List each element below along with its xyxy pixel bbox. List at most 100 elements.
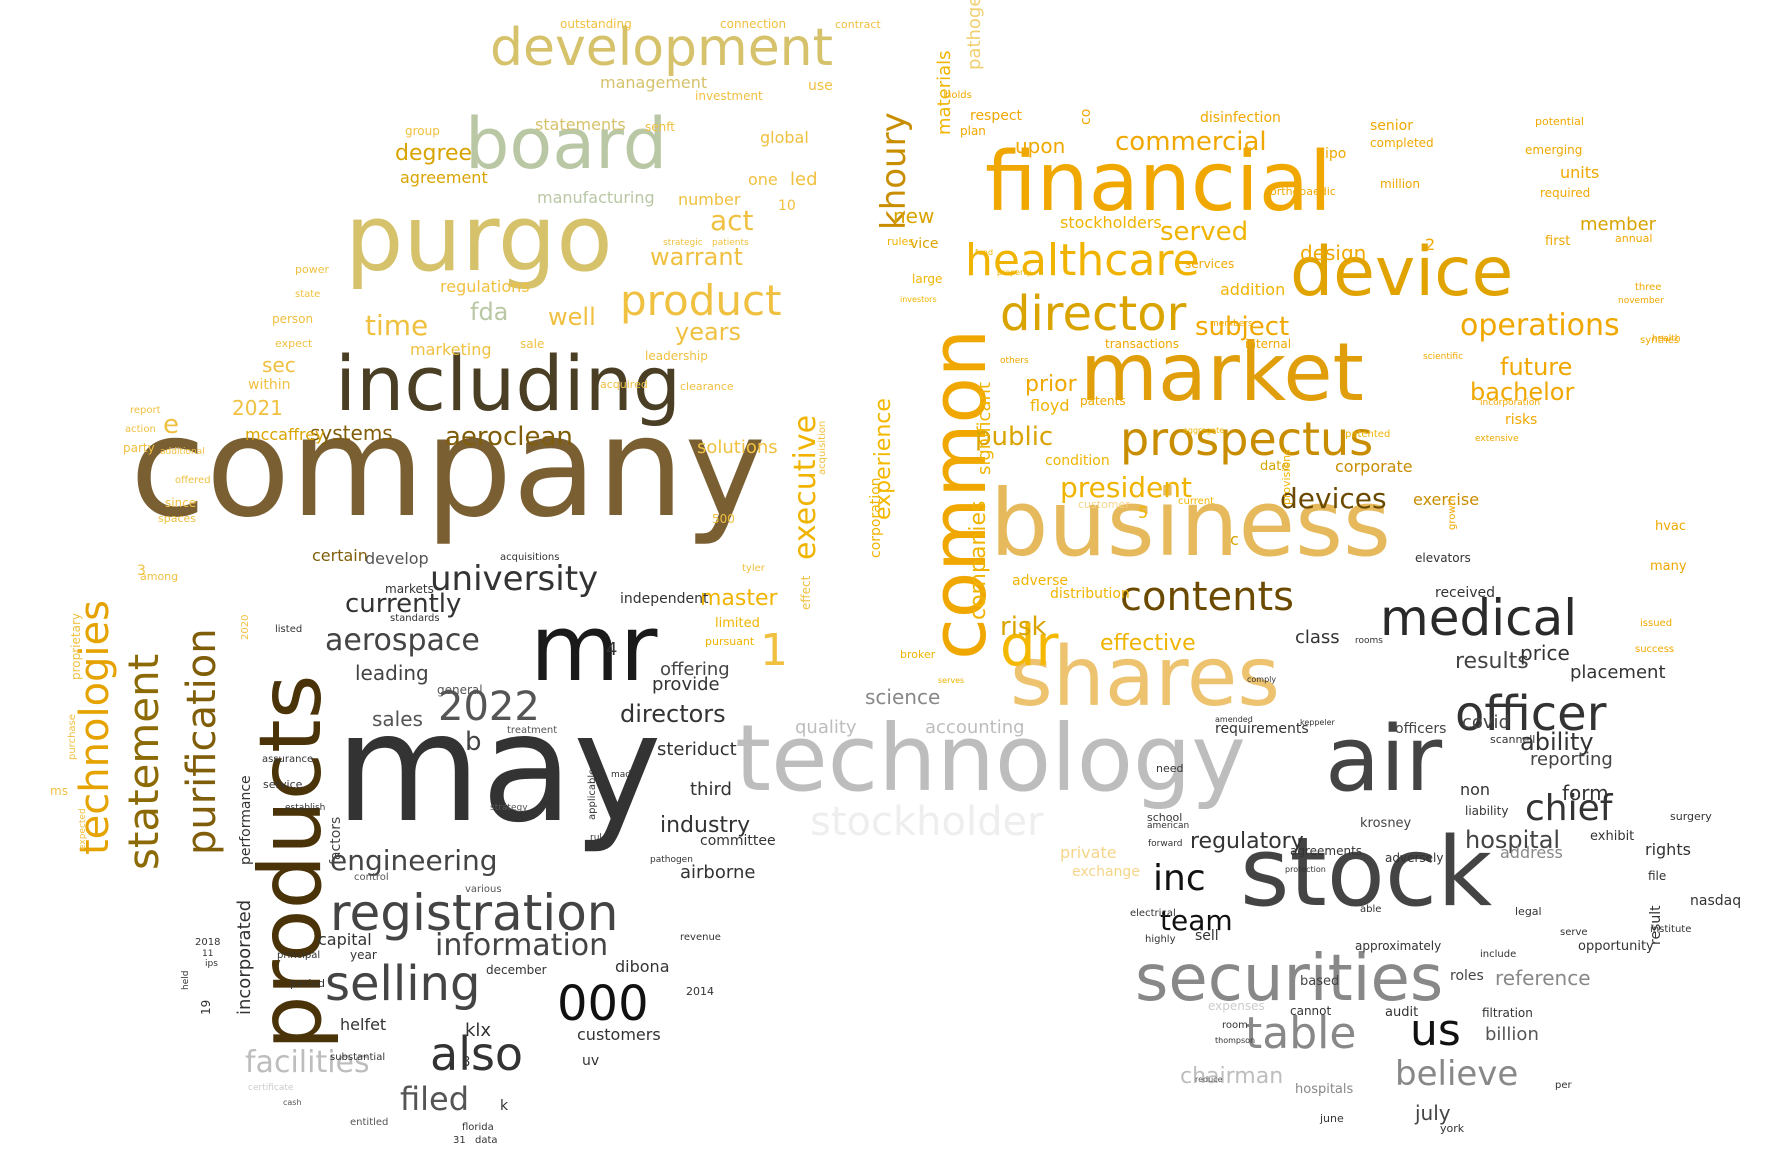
cloud-word-healthcare: healthcare: [965, 235, 1200, 286]
cloud-word-fda: fda: [470, 298, 508, 326]
cloud-word-various: various: [465, 884, 502, 895]
cloud-word-transactions: transactions: [1105, 337, 1179, 351]
cloud-word-sell: sell: [1195, 928, 1219, 944]
cloud-word-first: first: [1545, 234, 1570, 249]
cloud-word-state: state: [295, 289, 320, 300]
cloud-word-may: may: [335, 682, 662, 856]
cloud-word-annual: annual: [1615, 232, 1652, 245]
cloud-word-uv: uv: [582, 1053, 599, 1069]
cloud-word-expected: expected: [78, 808, 88, 850]
cloud-word-elevators: elevators: [1415, 551, 1471, 565]
cloud-word-upon: upon: [1015, 134, 1065, 158]
cloud-word-development: development: [490, 18, 833, 78]
cloud-word-cash: cash: [283, 1098, 302, 1107]
cloud-word-vice: vice: [910, 236, 939, 252]
cloud-word-independent: independent: [620, 591, 709, 607]
cloud-word-devices: devices: [1280, 482, 1387, 515]
cloud-word-standards: standards: [390, 613, 440, 624]
cloud-word-c: c: [1230, 530, 1239, 549]
cloud-word-rooms: rooms: [1355, 636, 1383, 646]
cloud-word-pursuant: pursuant: [705, 635, 755, 648]
cloud-word-served: served: [1160, 217, 1248, 247]
cloud-word-accounting: accounting: [925, 717, 1025, 738]
cloud-word-highly: highly: [1145, 934, 1176, 945]
cloud-word-company: company: [130, 387, 766, 548]
cloud-word-proprietary: proprietary: [69, 613, 83, 680]
cloud-word-steriduct: steriduct: [657, 739, 737, 760]
cloud-word-made: made: [611, 770, 637, 780]
cloud-word-executive: executive: [788, 415, 823, 560]
cloud-word-degree: degree: [395, 141, 472, 166]
cloud-word-requirements: requirements: [1215, 721, 1309, 737]
cloud-word-science: science: [865, 685, 940, 709]
cloud-word-8: 8: [462, 1055, 470, 1070]
cloud-word-provisions: provisions: [1280, 449, 1293, 505]
cloud-word-general: general: [437, 683, 483, 697]
cloud-word-reporting: reporting: [1530, 749, 1613, 770]
cloud-word-health: health: [1652, 334, 1681, 344]
cloud-word-billion: billion: [1485, 1024, 1539, 1045]
cloud-word-global: global: [760, 128, 809, 147]
cloud-word-19: 19: [199, 1000, 213, 1015]
cloud-word-000: 000: [557, 976, 649, 1032]
cloud-word-believe: believe: [1395, 1054, 1518, 1094]
cloud-word-financial: financial: [985, 135, 1332, 230]
cloud-word-leadership: leadership: [645, 349, 708, 363]
cloud-word-party: party: [123, 441, 155, 455]
cloud-word-rule: rule: [590, 833, 608, 843]
cloud-word-statement: statement: [119, 654, 168, 870]
cloud-word-treatment: treatment: [507, 725, 557, 736]
cloud-word-july: july: [1414, 1101, 1451, 1125]
cloud-word-product: product: [620, 276, 782, 325]
cloud-word-patented: patented: [1345, 429, 1390, 440]
cloud-word-factors: factors: [328, 817, 344, 865]
cloud-word-years: years: [675, 318, 741, 346]
cloud-word-prospectus: prospectus: [1120, 412, 1373, 466]
cloud-word-dr: dr: [1000, 614, 1060, 679]
cloud-word-data: data: [475, 1135, 498, 1146]
cloud-word-received: received: [1435, 585, 1495, 601]
cloud-word-management: management: [600, 73, 707, 92]
cloud-word-3: 3: [137, 563, 146, 579]
cloud-word-approximately: approximately: [1355, 939, 1441, 953]
cloud-word-american: american: [1147, 821, 1189, 831]
cloud-word-others: others: [1000, 356, 1029, 366]
cloud-word-property: property: [997, 268, 1032, 277]
cloud-word-hospital: hospital: [1465, 826, 1560, 854]
cloud-word-thompson: thompson: [1215, 1036, 1255, 1045]
cloud-word-results: results: [1455, 649, 1529, 674]
cloud-word-us: us: [1410, 1005, 1461, 1056]
cloud-word-members: members: [1210, 319, 1253, 329]
cloud-word-president: president: [1060, 471, 1192, 504]
cloud-word-control: control: [354, 872, 389, 883]
cloud-word-ipo: ipo: [1325, 146, 1346, 162]
cloud-word-public: public: [975, 422, 1053, 452]
cloud-word-three: three: [1635, 282, 1661, 293]
cloud-word-technologies: technologies: [72, 600, 118, 855]
cloud-word-hvac: hvac: [1655, 519, 1686, 534]
cloud-word-file: file: [1648, 869, 1666, 883]
cloud-word-currently: currently: [345, 589, 461, 619]
cloud-word-fund: fund: [975, 248, 993, 257]
cloud-word-materials: materials: [934, 50, 955, 135]
cloud-word-also: also: [430, 1027, 523, 1081]
cloud-word-systems: systems: [310, 421, 393, 445]
cloud-word-solutions: solutions: [697, 437, 778, 458]
cloud-word-operations: operations: [1460, 308, 1620, 343]
cloud-word-customer: customer: [1078, 498, 1130, 511]
cloud-word-senft: senft: [645, 120, 675, 134]
cloud-word-private: private: [1060, 843, 1117, 862]
cloud-word-co: co: [1078, 109, 1094, 125]
cloud-word-entitled: entitled: [350, 1117, 388, 1128]
cloud-word-address: address: [1500, 843, 1563, 862]
cloud-word-certain: certain: [312, 546, 368, 565]
cloud-word-business: business: [990, 470, 1391, 577]
cloud-word-inc: inc: [1153, 858, 1206, 899]
cloud-word-keppeler: keppeler: [1300, 718, 1335, 727]
cloud-word-industry: industry: [660, 813, 750, 838]
cloud-word-device: device: [1290, 233, 1513, 312]
cloud-word-statements: statements: [535, 115, 626, 134]
cloud-word-condition: condition: [1045, 453, 1110, 469]
cloud-word-expenses: expenses: [1208, 999, 1265, 1013]
